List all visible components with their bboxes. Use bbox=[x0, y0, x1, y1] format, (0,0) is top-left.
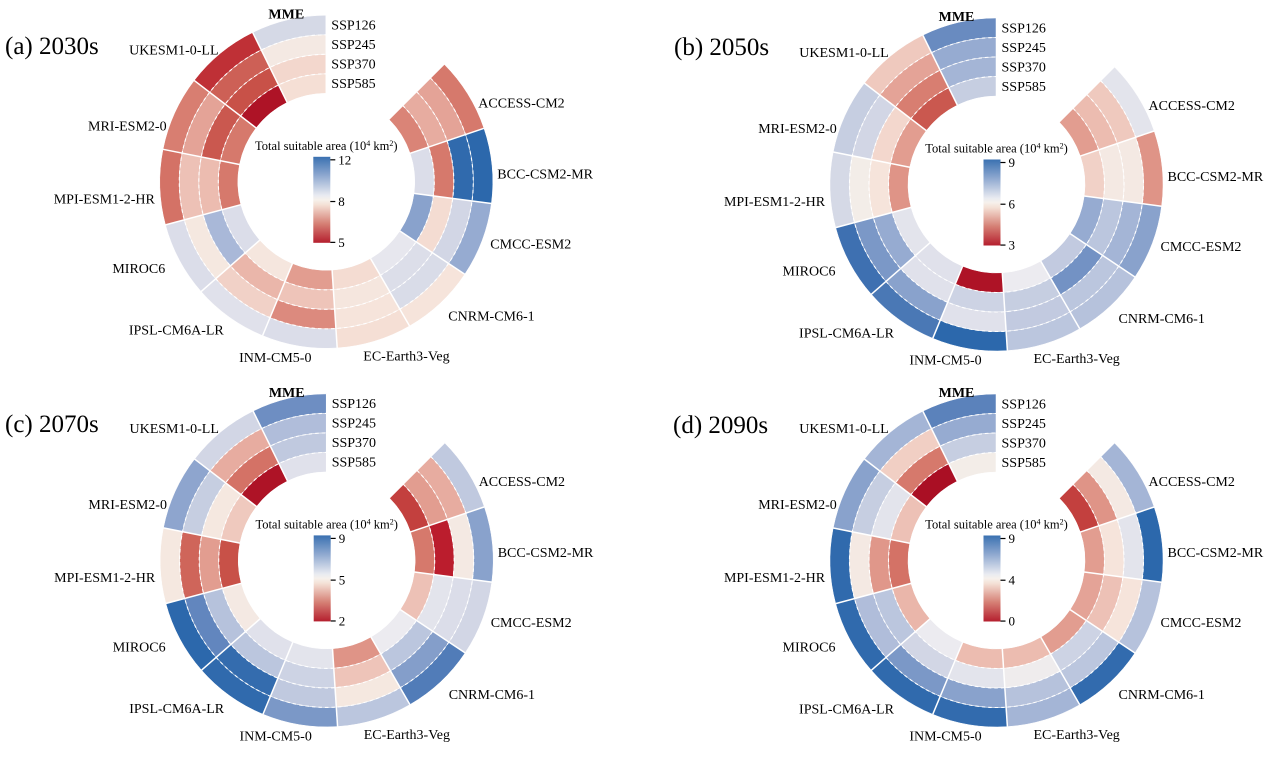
svg-text:INM-CM5-0: INM-CM5-0 bbox=[909, 730, 981, 745]
svg-text:UKESM1-0-LL: UKESM1-0-LL bbox=[129, 43, 218, 58]
svg-text:6: 6 bbox=[1009, 197, 1016, 212]
svg-text:MME: MME bbox=[939, 10, 975, 25]
svg-text:MRI-ESM2-0: MRI-ESM2-0 bbox=[758, 498, 837, 513]
svg-text:CNRM-CM6-1: CNRM-CM6-1 bbox=[448, 309, 534, 324]
svg-text:MIROC6: MIROC6 bbox=[783, 265, 836, 280]
svg-text:ACCESS-CM2: ACCESS-CM2 bbox=[478, 96, 564, 111]
svg-text:(b) 2050s: (b) 2050s bbox=[674, 34, 769, 61]
svg-text:MRI-ESM2-0: MRI-ESM2-0 bbox=[88, 119, 167, 134]
svg-text:MME: MME bbox=[269, 386, 305, 401]
svg-text:IPSL-CM6A-LR: IPSL-CM6A-LR bbox=[129, 324, 225, 339]
svg-text:12: 12 bbox=[338, 152, 351, 167]
svg-text:5: 5 bbox=[338, 235, 345, 250]
svg-text:UKESM1-0-LL: UKESM1-0-LL bbox=[799, 422, 888, 437]
svg-text:CMCC-ESM2: CMCC-ESM2 bbox=[490, 237, 571, 252]
svg-text:SSP585: SSP585 bbox=[331, 77, 375, 92]
svg-text:SSP370: SSP370 bbox=[1002, 436, 1046, 451]
svg-text:CNRM-CM6-1: CNRM-CM6-1 bbox=[449, 688, 535, 703]
svg-text:ACCESS-CM2: ACCESS-CM2 bbox=[1149, 99, 1235, 114]
svg-text:SSP245: SSP245 bbox=[331, 38, 375, 53]
svg-text:SSP126: SSP126 bbox=[1002, 397, 1046, 412]
svg-text:IPSL-CM6A-LR: IPSL-CM6A-LR bbox=[799, 326, 895, 341]
svg-text:SSP370: SSP370 bbox=[1002, 60, 1046, 75]
svg-text:SSP126: SSP126 bbox=[331, 19, 375, 34]
svg-text:CMCC-ESM2: CMCC-ESM2 bbox=[1161, 240, 1242, 255]
svg-text:EC-Earth3-Veg: EC-Earth3-Veg bbox=[1034, 352, 1120, 367]
svg-text:Total suitable area (104 km2): Total suitable area (104 km2) bbox=[255, 138, 398, 153]
svg-text:BCC-CSM2-MR: BCC-CSM2-MR bbox=[1168, 170, 1264, 185]
svg-text:BCC-CSM2-MR: BCC-CSM2-MR bbox=[497, 167, 593, 182]
svg-text:MPI-ESM1-2-HR: MPI-ESM1-2-HR bbox=[54, 571, 156, 586]
svg-text:MIROC6: MIROC6 bbox=[783, 641, 836, 656]
svg-text:CMCC-ESM2: CMCC-ESM2 bbox=[1161, 616, 1242, 631]
svg-text:(c) 2070s: (c) 2070s bbox=[5, 411, 99, 438]
svg-text:CMCC-ESM2: CMCC-ESM2 bbox=[491, 616, 572, 631]
svg-text:2: 2 bbox=[339, 613, 346, 628]
svg-text:SSP585: SSP585 bbox=[1002, 80, 1046, 95]
svg-text:MME: MME bbox=[939, 386, 975, 401]
svg-text:EC-Earth3-Veg: EC-Earth3-Veg bbox=[364, 728, 450, 743]
svg-text:9: 9 bbox=[1009, 531, 1016, 546]
svg-text:4: 4 bbox=[1009, 573, 1016, 588]
svg-text:MPI-ESM1-2-HR: MPI-ESM1-2-HR bbox=[724, 195, 826, 210]
svg-text:ACCESS-CM2: ACCESS-CM2 bbox=[479, 475, 565, 490]
svg-text:IPSL-CM6A-LR: IPSL-CM6A-LR bbox=[129, 702, 225, 717]
svg-text:9: 9 bbox=[339, 531, 346, 546]
svg-text:CNRM-CM6-1: CNRM-CM6-1 bbox=[1119, 312, 1205, 327]
svg-text:SSP585: SSP585 bbox=[332, 456, 376, 471]
svg-text:(d) 2090s: (d) 2090s bbox=[673, 412, 768, 439]
svg-text:(a) 2030s: (a) 2030s bbox=[5, 33, 99, 60]
svg-text:ACCESS-CM2: ACCESS-CM2 bbox=[1149, 475, 1235, 490]
svg-text:3: 3 bbox=[1009, 238, 1016, 253]
svg-text:MIROC6: MIROC6 bbox=[112, 262, 165, 277]
svg-text:5: 5 bbox=[339, 573, 346, 588]
svg-text:EC-Earth3-Veg: EC-Earth3-Veg bbox=[1034, 728, 1120, 743]
svg-text:MPI-ESM1-2-HR: MPI-ESM1-2-HR bbox=[724, 571, 826, 586]
svg-text:SSP585: SSP585 bbox=[1002, 456, 1046, 471]
svg-text:UKESM1-0-LL: UKESM1-0-LL bbox=[799, 46, 888, 61]
svg-text:MRI-ESM2-0: MRI-ESM2-0 bbox=[758, 122, 837, 137]
svg-text:SSP126: SSP126 bbox=[1002, 21, 1046, 36]
svg-text:MIROC6: MIROC6 bbox=[113, 640, 166, 655]
svg-text:Total suitable area (104 km2): Total suitable area (104 km2) bbox=[925, 517, 1068, 532]
svg-text:SSP126: SSP126 bbox=[332, 397, 376, 412]
svg-text:SSP245: SSP245 bbox=[1002, 41, 1046, 56]
svg-text:IPSL-CM6A-LR: IPSL-CM6A-LR bbox=[799, 702, 895, 717]
svg-text:8: 8 bbox=[338, 194, 345, 209]
svg-text:Total suitable area (104 km2): Total suitable area (104 km2) bbox=[925, 141, 1068, 156]
svg-text:BCC-CSM2-MR: BCC-CSM2-MR bbox=[1168, 546, 1264, 561]
svg-text:BCC-CSM2-MR: BCC-CSM2-MR bbox=[498, 546, 594, 561]
svg-text:SSP245: SSP245 bbox=[1002, 417, 1046, 432]
svg-text:SSP370: SSP370 bbox=[331, 58, 375, 73]
svg-text:INM-CM5-0: INM-CM5-0 bbox=[240, 729, 312, 744]
svg-text:EC-Earth3-Veg: EC-Earth3-Veg bbox=[363, 349, 449, 364]
svg-text:MRI-ESM2-0: MRI-ESM2-0 bbox=[88, 498, 167, 513]
svg-text:CNRM-CM6-1: CNRM-CM6-1 bbox=[1119, 688, 1205, 703]
svg-text:SSP370: SSP370 bbox=[332, 436, 376, 451]
svg-text:MME: MME bbox=[268, 7, 304, 22]
svg-text:MPI-ESM1-2-HR: MPI-ESM1-2-HR bbox=[54, 192, 156, 207]
svg-text:INM-CM5-0: INM-CM5-0 bbox=[239, 351, 311, 366]
svg-text:UKESM1-0-LL: UKESM1-0-LL bbox=[129, 422, 218, 437]
svg-text:SSP245: SSP245 bbox=[332, 417, 376, 432]
svg-text:Total suitable area (104 km2): Total suitable area (104 km2) bbox=[255, 517, 398, 532]
svg-text:INM-CM5-0: INM-CM5-0 bbox=[909, 354, 981, 369]
svg-text:0: 0 bbox=[1009, 614, 1016, 629]
svg-text:9: 9 bbox=[1009, 155, 1016, 170]
